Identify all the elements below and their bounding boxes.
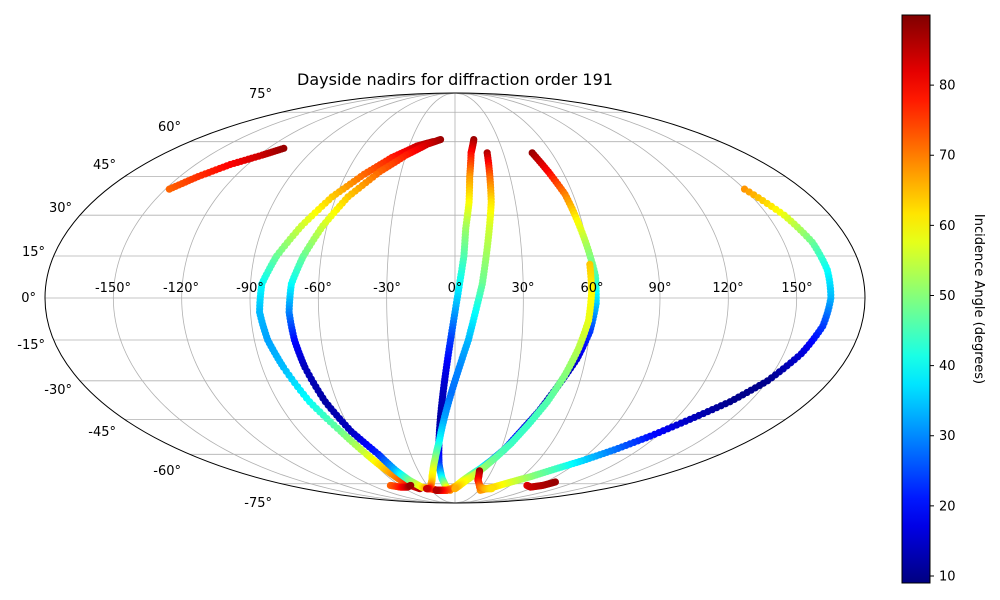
colorbar-tick-label: 20 <box>939 499 956 514</box>
data-point <box>407 481 415 490</box>
meridian-gridline <box>181 92 456 504</box>
colorbar-tick-label: 50 <box>939 289 956 304</box>
x-tick-label: -120° <box>163 281 199 296</box>
data-point <box>432 486 440 494</box>
y-tick-label: 15° <box>22 245 45 260</box>
y-tick-label: 30° <box>49 201 72 216</box>
scatter-points <box>165 135 835 494</box>
y-tick-label: 0° <box>21 291 36 306</box>
colorbar-label: Incidence Angle (degrees) <box>971 214 986 384</box>
meridian-gridline <box>386 92 456 504</box>
x-tick-label: -150° <box>95 281 131 296</box>
data-point <box>423 485 431 493</box>
x-tick-label: 30° <box>511 281 534 296</box>
x-tick-label: -30° <box>373 281 401 296</box>
colorbar-tick-label: 30 <box>939 429 956 444</box>
data-point <box>551 478 560 486</box>
y-tick-label: 45° <box>93 158 116 173</box>
y-tick-label: -15° <box>17 338 45 353</box>
colorbar-tick-label: 60 <box>939 219 956 234</box>
meridian-gridline <box>454 92 729 504</box>
x-tick-labels: -150° -120° -90° -60° -30° 0° 30° 60° 90… <box>95 281 813 296</box>
meridian-gridline <box>454 92 798 504</box>
data-point <box>280 144 288 152</box>
x-tick-label: 60° <box>580 281 603 296</box>
colorbar: 10 20 30 40 50 60 70 80 Incidence Angle (degree… <box>901 14 986 584</box>
y-tick-labels: 75° 60° 45° 30° 15° 0° -15° -30° -45° -6… <box>17 87 272 511</box>
colorbar-tick-label: 70 <box>939 149 956 164</box>
meridian-gridline <box>249 92 456 504</box>
y-tick-label: -30° <box>44 383 72 398</box>
x-tick-label: 0° <box>448 281 463 296</box>
colorbar-tick-label: 40 <box>939 359 956 374</box>
y-tick-label: -60° <box>153 464 181 479</box>
y-tick-label: -45° <box>88 425 116 440</box>
colorbar-tick-label: 10 <box>939 569 956 584</box>
data-point <box>488 485 496 493</box>
meridian-gridline <box>112 92 456 504</box>
data-point <box>451 485 459 493</box>
y-tick-label: -75° <box>244 496 272 511</box>
colorbar-ticks: 10 20 30 40 50 60 70 80 <box>930 79 956 584</box>
chart-title: Dayside nadirs for diffraction order 191 <box>297 70 613 89</box>
colorbar-tick-label: 80 <box>939 79 956 94</box>
map-boundary <box>44 92 866 504</box>
x-tick-label: 120° <box>712 281 743 296</box>
meridian-gridline <box>454 92 661 504</box>
x-tick-label: -90° <box>236 281 264 296</box>
y-tick-label: 60° <box>158 120 181 135</box>
colorbar-gradient <box>901 14 931 584</box>
y-tick-label: 75° <box>249 87 272 102</box>
x-tick-label: -60° <box>304 281 332 296</box>
x-tick-label: 150° <box>781 281 812 296</box>
x-tick-label: 90° <box>648 281 671 296</box>
